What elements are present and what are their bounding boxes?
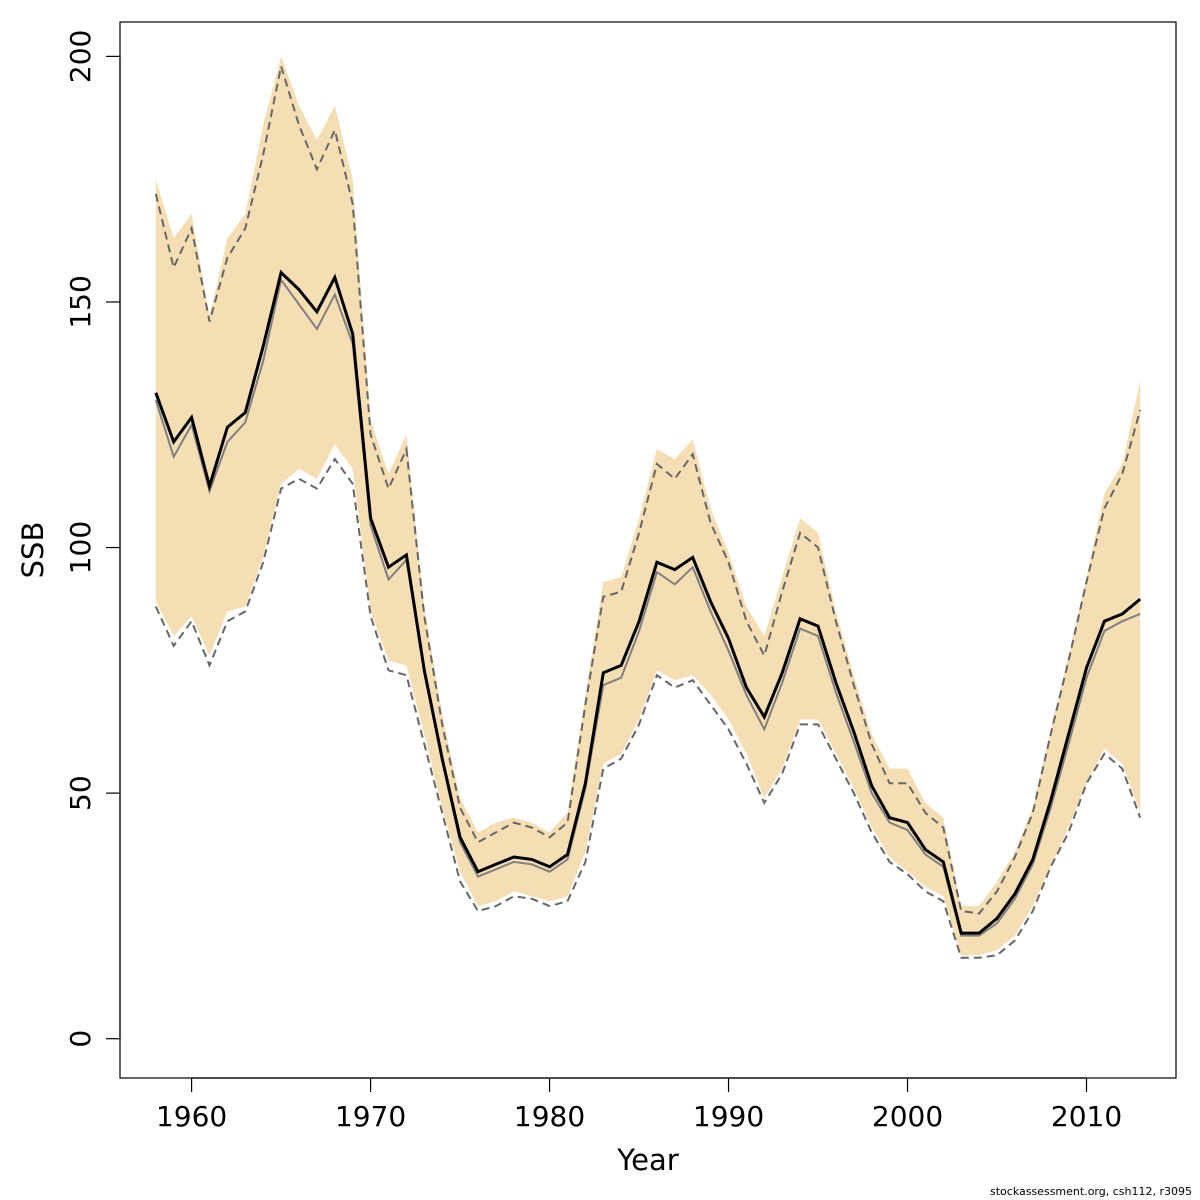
x-tick-label: 2010 <box>1051 1100 1122 1133</box>
credit-text: stockassessment.org, csh112, r3095 <box>990 1185 1192 1198</box>
x-tick-label: 1990 <box>693 1100 764 1133</box>
x-axis: 1960 1970 1980 1990 2000 2010 <box>156 1077 1122 1133</box>
alt-ci-lower-line <box>154 457 1142 959</box>
estimate-line <box>154 269 1142 935</box>
x-tick-label: 1960 <box>156 1100 227 1133</box>
x-tick-label: 2000 <box>872 1100 943 1133</box>
x-tick-label: 1970 <box>335 1100 406 1133</box>
x-tick-label: 1980 <box>514 1100 585 1133</box>
confidence-band <box>155 56 1141 956</box>
y-tick-label: 0 <box>64 1030 97 1048</box>
y-tick-label: 100 <box>64 521 97 574</box>
y-tick-label: 200 <box>64 30 97 83</box>
y-axis-title: SSB <box>16 522 50 579</box>
plot-area <box>154 56 1142 959</box>
y-tick-label: 150 <box>64 275 97 328</box>
y-tick-label: 50 <box>64 775 97 811</box>
alt-estimate-line <box>154 277 1141 937</box>
x-axis-title: Year <box>616 1143 678 1177</box>
y-axis: 0 50 100 150 200 <box>64 30 121 1048</box>
alt-ci-upper-line <box>154 65 1142 915</box>
